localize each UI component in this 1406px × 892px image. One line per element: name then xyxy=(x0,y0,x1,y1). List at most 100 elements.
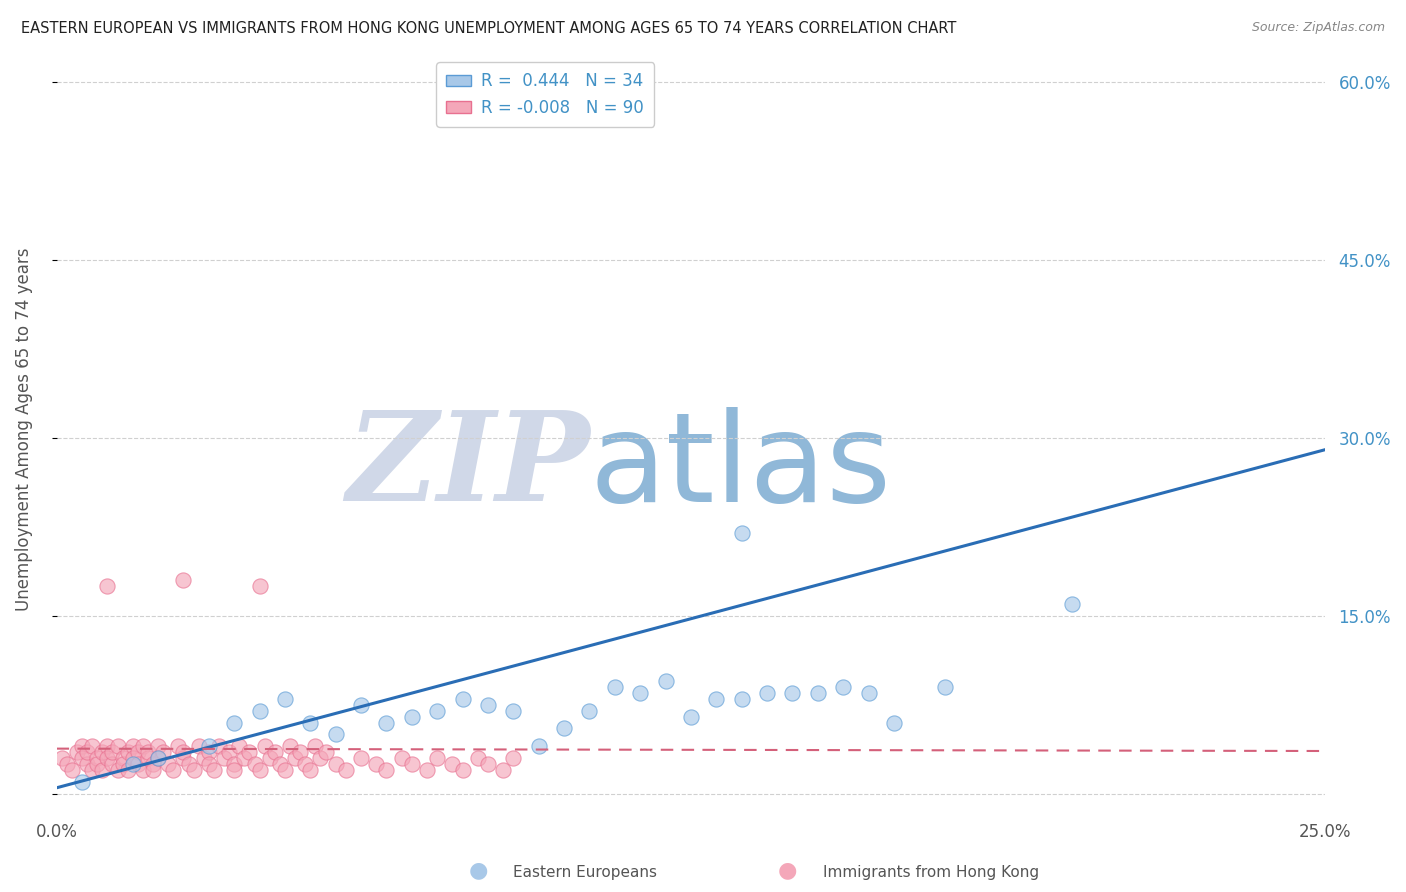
Point xyxy=(101,745,124,759)
Point xyxy=(86,751,108,765)
Point xyxy=(117,745,139,759)
Point xyxy=(238,745,260,759)
Point xyxy=(172,751,194,765)
Point xyxy=(60,763,83,777)
Point xyxy=(704,691,727,706)
Point xyxy=(502,751,524,765)
Point xyxy=(451,691,474,706)
Point xyxy=(121,751,143,765)
Point xyxy=(249,704,271,718)
Text: Immigrants from Hong Kong: Immigrants from Hong Kong xyxy=(823,865,1039,880)
Point xyxy=(157,757,180,772)
Point xyxy=(274,691,297,706)
Text: ●: ● xyxy=(468,861,488,880)
Legend: R =  0.444   N = 34, R = -0.008   N = 90: R = 0.444 N = 34, R = -0.008 N = 90 xyxy=(436,62,654,127)
Point xyxy=(212,751,235,765)
Point xyxy=(76,757,98,772)
Point xyxy=(375,763,398,777)
Text: ZIP: ZIP xyxy=(346,407,589,528)
Point xyxy=(202,763,225,777)
Point xyxy=(679,709,702,723)
Point xyxy=(441,757,464,772)
Point xyxy=(290,745,312,759)
Point xyxy=(335,763,357,777)
Point xyxy=(243,757,266,772)
Point xyxy=(146,739,169,754)
Point xyxy=(172,573,194,587)
Point xyxy=(198,757,221,772)
Point xyxy=(51,751,73,765)
Point xyxy=(309,751,332,765)
Point xyxy=(426,751,449,765)
Point xyxy=(142,763,165,777)
Point xyxy=(274,763,297,777)
Point xyxy=(502,704,524,718)
Point xyxy=(350,751,373,765)
Point xyxy=(628,686,651,700)
Point xyxy=(70,739,93,754)
Point xyxy=(224,757,246,772)
Point xyxy=(127,757,149,772)
Y-axis label: Unemployment Among Ages 65 to 74 years: Unemployment Among Ages 65 to 74 years xyxy=(15,247,32,611)
Point xyxy=(391,751,413,765)
Point xyxy=(198,739,221,754)
Point xyxy=(375,715,398,730)
Point xyxy=(553,722,575,736)
Point xyxy=(401,709,423,723)
Point xyxy=(136,745,159,759)
Point xyxy=(55,757,77,772)
Point xyxy=(263,745,285,759)
Point xyxy=(934,680,956,694)
Point xyxy=(82,763,104,777)
Point xyxy=(294,757,316,772)
Point xyxy=(578,704,600,718)
Point xyxy=(325,727,347,741)
Point xyxy=(253,739,276,754)
Point xyxy=(91,763,114,777)
Point xyxy=(299,715,322,730)
Point xyxy=(187,739,209,754)
Text: EASTERN EUROPEAN VS IMMIGRANTS FROM HONG KONG UNEMPLOYMENT AMONG AGES 65 TO 74 Y: EASTERN EUROPEAN VS IMMIGRANTS FROM HONG… xyxy=(21,21,956,36)
Point xyxy=(172,745,194,759)
Text: atlas: atlas xyxy=(589,407,891,528)
Point xyxy=(603,680,626,694)
Point xyxy=(451,763,474,777)
Point xyxy=(208,739,231,754)
Point xyxy=(1060,597,1083,611)
Point xyxy=(756,686,779,700)
Point xyxy=(426,704,449,718)
Point xyxy=(467,751,489,765)
Point xyxy=(70,751,93,765)
Point xyxy=(96,579,118,593)
Point xyxy=(96,751,118,765)
Point xyxy=(477,698,499,712)
Point xyxy=(492,763,515,777)
Point xyxy=(162,763,184,777)
Point xyxy=(315,745,337,759)
Point xyxy=(146,751,169,765)
Point xyxy=(127,745,149,759)
Point xyxy=(527,739,550,754)
Point xyxy=(299,763,322,777)
Point xyxy=(807,686,830,700)
Point xyxy=(401,757,423,772)
Point xyxy=(82,739,104,754)
Point xyxy=(146,751,169,765)
Point xyxy=(284,751,307,765)
Point xyxy=(224,763,246,777)
Point xyxy=(183,763,205,777)
Point xyxy=(654,673,676,688)
Point xyxy=(107,763,129,777)
Point xyxy=(198,745,221,759)
Point xyxy=(136,751,159,765)
Point xyxy=(233,751,256,765)
Point xyxy=(111,751,134,765)
Point xyxy=(152,745,174,759)
Point xyxy=(101,757,124,772)
Point xyxy=(121,739,143,754)
Point xyxy=(91,745,114,759)
Point xyxy=(193,751,215,765)
Point xyxy=(142,757,165,772)
Point xyxy=(249,579,271,593)
Text: Eastern Europeans: Eastern Europeans xyxy=(513,865,657,880)
